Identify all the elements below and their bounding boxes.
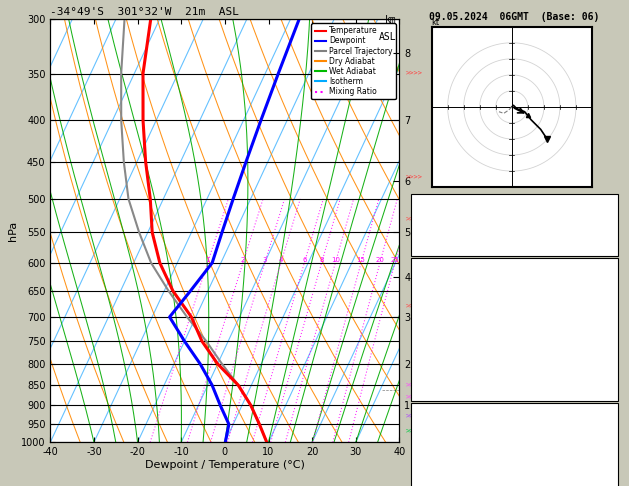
Text: 292: 292 [598,321,616,331]
Text: -34°49'S  301°32'W  21m  ASL: -34°49'S 301°32'W 21m ASL [50,7,239,17]
Text: >>>>: >>>> [406,414,423,420]
Text: Lifted Index: Lifted Index [413,341,483,351]
Text: 1: 1 [205,257,210,263]
Text: 21: 21 [604,217,616,227]
Text: 0: 0 [610,382,616,392]
Text: 2: 2 [241,257,245,263]
X-axis label: Dewpoint / Temperature (°C): Dewpoint / Temperature (°C) [145,460,305,470]
Text: CAPE (J): CAPE (J) [413,362,460,372]
Text: Dewp (°C): Dewp (°C) [413,300,465,311]
Text: 15: 15 [357,257,365,263]
Text: >>>>: >>>> [406,304,423,310]
Text: Temp (°C): Temp (°C) [413,280,465,290]
Text: θₑ (K): θₑ (K) [413,446,448,456]
Y-axis label: hPa: hPa [8,221,18,241]
Text: >>>>: >>>> [406,70,423,77]
Text: km: km [384,15,396,25]
Text: PW (cm): PW (cm) [413,238,454,248]
Text: 0.47: 0.47 [593,238,616,248]
Text: 19: 19 [604,341,616,351]
Text: >>>>: >>>> [406,394,423,400]
Text: CIN (J): CIN (J) [413,382,454,392]
Text: >>>>: >>>> [406,382,423,388]
Text: -34: -34 [598,197,616,207]
Text: 300: 300 [598,446,616,456]
Text: θₑ(K): θₑ(K) [413,321,442,331]
Legend: Temperature, Dewpoint, Parcel Trajectory, Dry Adiabat, Wet Adiabat, Isotherm, Mi: Temperature, Dewpoint, Parcel Trajectory… [311,23,396,99]
Text: kt: kt [431,17,440,27]
Text: 0: 0 [610,362,616,372]
Text: K: K [413,197,418,207]
Text: © weatheronline.co.uk: © weatheronline.co.uk [458,466,571,475]
Text: 3: 3 [262,257,267,263]
Text: 25: 25 [391,257,399,263]
Text: Most Unstable: Most Unstable [476,405,552,415]
Text: 09.05.2024  06GMT  (Base: 06): 09.05.2024 06GMT (Base: 06) [429,12,599,22]
Text: >>>>: >>>> [406,429,423,434]
Text: 6: 6 [302,257,306,263]
Text: >>>>: >>>> [406,174,423,180]
Text: 4: 4 [279,257,283,263]
Text: 0.1: 0.1 [598,300,616,311]
Text: >>>>: >>>> [406,216,423,222]
Text: ASL: ASL [379,32,396,42]
Text: Lifted Index: Lifted Index [413,466,483,476]
Text: Totals Totals: Totals Totals [413,217,489,227]
Text: 23: 23 [604,466,616,476]
Text: Surface: Surface [494,260,535,270]
Text: LCL: LCL [427,385,442,395]
Text: 10: 10 [331,257,340,263]
Text: 20: 20 [376,257,384,263]
Text: 8: 8 [320,257,324,263]
Text: Pressure (mb): Pressure (mb) [413,425,489,435]
Text: 9.6: 9.6 [598,280,616,290]
Text: 750: 750 [598,425,616,435]
